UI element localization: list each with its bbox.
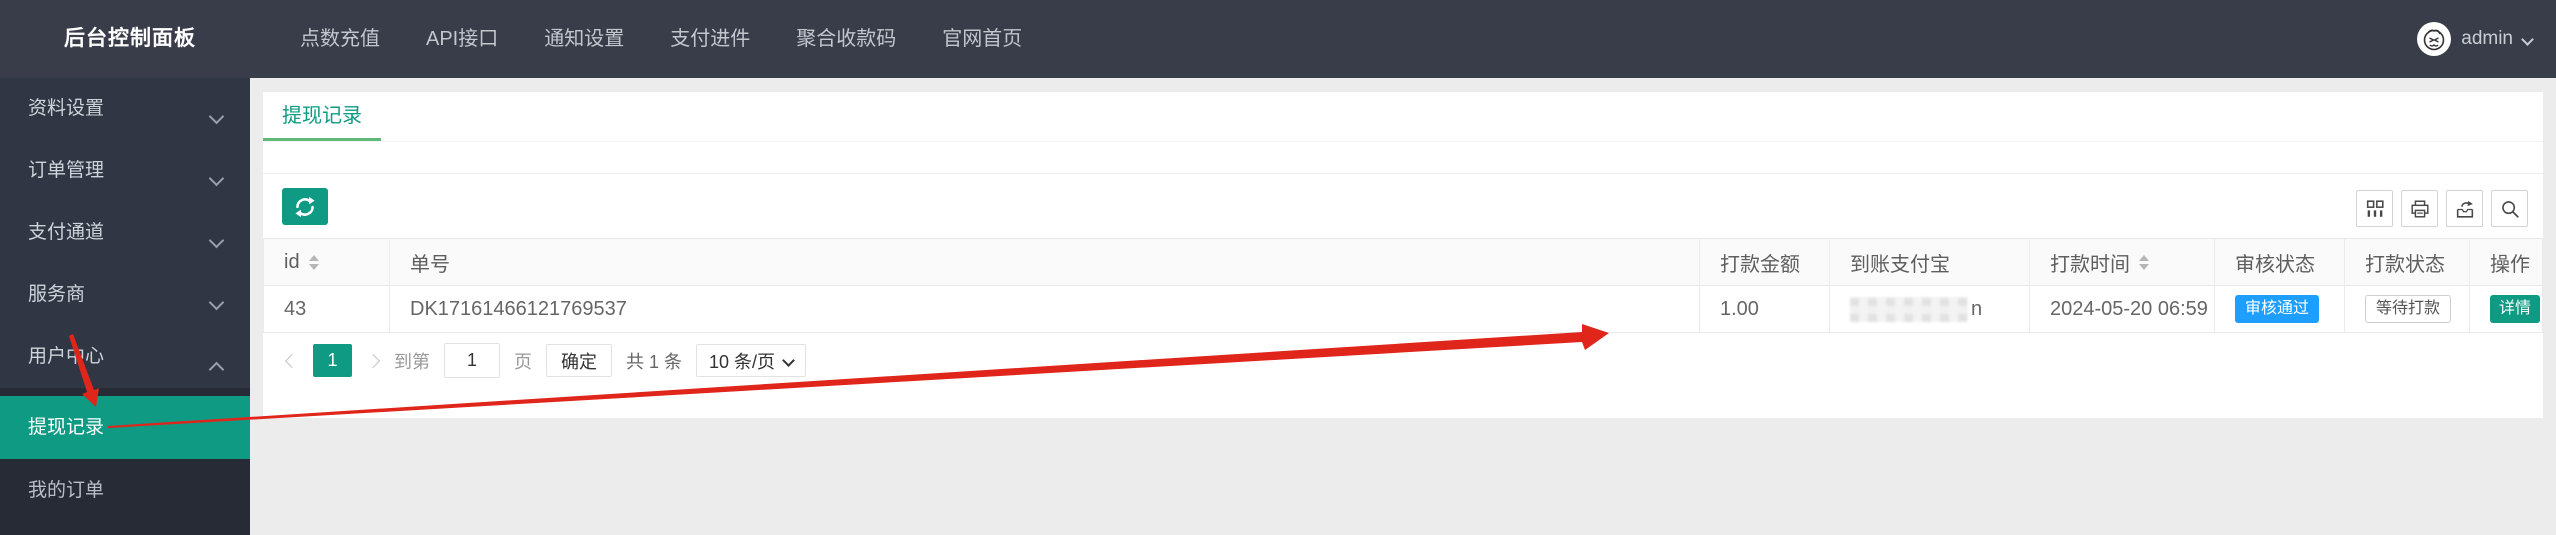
table-toolbar (263, 173, 2543, 239)
nav-item-notify-settings[interactable]: 通知设置 (544, 28, 625, 50)
chevron-down-icon (782, 354, 795, 367)
print-icon (2410, 199, 2429, 218)
goto-suffix-label: 页 (514, 351, 532, 372)
sort-icon[interactable] (308, 254, 319, 270)
page-size-select[interactable]: 10 条/页 (696, 344, 807, 377)
username-label: admin (2461, 28, 2513, 49)
total-count-label: 共 1 条 (626, 351, 683, 372)
masked-alipay-account (1850, 296, 1968, 322)
nav-item-api[interactable]: API接口 (426, 28, 499, 50)
sidebar: 资料设置 订单管理 支付通道 服务商 用户中心 提现记录 我的订单 (0, 78, 250, 535)
goto-prefix-label: 到第 (394, 351, 430, 372)
cell-time: 2024-05-20 06:59 (2030, 286, 2215, 333)
cell-pay-status: 等待打款 (2345, 286, 2470, 333)
chevron-down-icon (208, 232, 225, 249)
cell-action: 详情 (2470, 286, 2543, 333)
sidebar-item-service-provider[interactable]: 服务商 (0, 264, 250, 326)
top-navbar: 后台控制面板 点数充值 API接口 通知设置 支付进件 聚合收款码 官网首页 a… (0, 0, 2556, 78)
search-button[interactable] (2491, 190, 2528, 227)
table-tool-icons (2356, 190, 2528, 227)
columns-icon (2366, 199, 2384, 217)
detail-button[interactable]: 详情 (2490, 295, 2541, 323)
nav-item-payment-apply[interactable]: 支付进件 (670, 28, 751, 50)
sidebar-item-order-management[interactable]: 订单管理 (0, 140, 250, 202)
nav-item-points-recharge[interactable]: 点数充值 (300, 28, 380, 50)
cell-alipay: n (1830, 286, 2030, 333)
withdraw-records-table: id 单号 打款金额 到账支付宝 打款时间 审核状态 打款状态 操作 43 DK… (263, 238, 2543, 333)
col-header-id: id (263, 238, 390, 286)
col-header-review-status: 审核状态 (2215, 238, 2345, 286)
col-header-action: 操作 (2470, 238, 2543, 286)
chevron-right-icon (365, 353, 381, 368)
search-icon (2501, 200, 2519, 218)
export-icon (2456, 200, 2473, 218)
sidebar-item-payment-channel[interactable]: 支付通道 (0, 202, 250, 264)
brand-title: 后台控制面板 (64, 27, 196, 50)
avatar (2417, 22, 2452, 56)
cell-id: 43 (263, 286, 390, 333)
confirm-button[interactable]: 确定 (546, 344, 612, 377)
avatar-face-icon (2423, 29, 2445, 51)
sidebar-subitem-withdraw-records[interactable]: 提现记录 (0, 396, 250, 459)
sidebar-item-profile-settings[interactable]: 资料设置 (0, 78, 250, 140)
goto-page-input[interactable] (444, 343, 500, 378)
tab-withdraw-records[interactable]: 提现记录 (263, 92, 381, 141)
refresh-icon (295, 196, 315, 217)
cell-review-status: 审核通过 (2215, 286, 2345, 333)
chevron-down-icon (2521, 32, 2534, 46)
top-nav: 点数充值 API接口 通知设置 支付进件 聚合收款码 官网首页 (277, 0, 1045, 78)
chevron-down-icon (208, 294, 225, 311)
col-header-pay-status: 打款状态 (2345, 238, 2470, 286)
chevron-down-icon (208, 108, 225, 125)
status-badge-review-passed: 审核通过 (2235, 295, 2320, 323)
print-button[interactable] (2401, 190, 2438, 227)
chevron-up-icon (208, 361, 225, 378)
withdraw-records-card: 提现记录 (263, 92, 2543, 418)
tab-bar: 提现记录 (263, 92, 2543, 142)
chevron-left-icon (284, 353, 300, 368)
sidebar-item-user-center[interactable]: 用户中心 (0, 326, 250, 388)
col-header-order-no: 单号 (390, 238, 1700, 286)
prev-page-button[interactable] (284, 353, 300, 368)
pagination: 1 到第 页 确定 共 1 条 10 条/页 (284, 343, 807, 378)
refresh-button[interactable] (282, 188, 328, 225)
current-page[interactable]: 1 (313, 344, 352, 377)
sidebar-subitem-my-orders[interactable]: 我的订单 (28, 480, 105, 501)
col-header-time: 打款时间 (2030, 238, 2215, 286)
nav-item-qr-collect[interactable]: 聚合收款码 (796, 28, 897, 50)
sidebar-submenu-user-center: 提现记录 我的订单 (0, 388, 250, 535)
cell-amount: 1.00 (1700, 286, 1830, 333)
col-header-amount: 打款金额 (1700, 238, 1830, 286)
col-header-alipay: 到账支付宝 (1830, 238, 2030, 286)
export-button[interactable] (2446, 190, 2483, 227)
columns-filter-button[interactable] (2356, 190, 2393, 227)
nav-item-website-home[interactable]: 官网首页 (942, 28, 1023, 50)
chevron-down-icon (208, 170, 225, 187)
sort-icon[interactable] (2139, 254, 2149, 270)
next-page-button[interactable] (365, 353, 381, 368)
cell-order-no: DK17161466121769537 (390, 286, 1700, 333)
user-menu[interactable]: admin (2417, 0, 2534, 78)
status-badge-awaiting-payment: 等待打款 (2365, 295, 2452, 323)
